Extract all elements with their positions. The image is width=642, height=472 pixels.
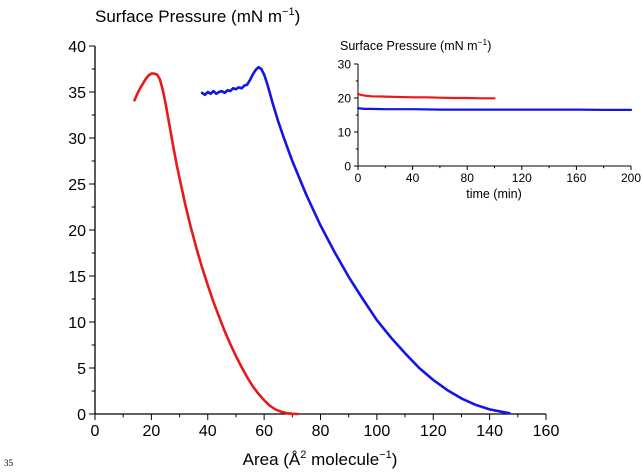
main-x-tick-label: 0 [91,423,100,440]
main-series-group [133,65,511,416]
main-y-tick-label: 5 [77,361,86,378]
inset-x-tick-label: 80 [461,171,475,185]
main-x-tick-label: 40 [199,423,217,440]
inset-x-tick-label: 120 [512,171,532,185]
main-x-tick-label: 20 [142,423,160,440]
main-xlabel-sup-2: −1 [379,449,392,461]
main-xlabel-part-a: Area (Å [243,450,301,469]
main-chart-title: Surface Pressure (mN m−1) [95,6,300,26]
main-title-text: Surface Pressure (mN m [95,7,282,26]
inset-y-ticks: 0 10 20 30 [338,57,358,173]
main-y-tick-label: 25 [68,177,86,194]
inset-x-tick-label: 0 [355,171,362,185]
main-y-tick-label: 20 [68,223,86,240]
main-x-tick-label: 60 [255,423,273,440]
inset-x-ticks: 0 40 80 120 160 200 [355,166,641,185]
main-y-tick-label: 35 [68,85,86,102]
inset-y-tick-label: 0 [344,159,351,173]
inset-title-superscript: −1 [478,37,488,47]
page-number: 35 [4,458,13,468]
inset-x-tick-label: 200 [621,171,641,185]
main-xlabel-part-b: molecule [306,450,379,469]
inset-title-text: Surface Pressure (mN m [340,39,478,53]
inset-chart-title: Surface Pressure (mN m−1) [340,37,491,53]
main-title-close: ) [295,7,301,26]
inset-y-tick-label: 10 [338,125,352,139]
main-xlabel-part-c: ) [392,450,398,469]
main-y-ticks: 0 5 10 15 20 25 30 35 40 [68,39,95,424]
main-x-tick-label: 160 [533,423,560,440]
inset-series-red-line [356,92,496,100]
inset-y-tick-label: 30 [338,57,352,71]
main-x-ticks: 0 20 40 60 80 100 120 140 160 [91,414,560,440]
inset-y-tick-label: 20 [338,91,352,105]
inset-series-group [356,92,633,112]
main-series-red-line [133,72,300,416]
main-x-tick-label: 80 [312,423,330,440]
main-x-tick-label: 120 [420,423,447,440]
main-y-tick-label: 15 [68,269,86,286]
inset-series-blue-line [356,107,633,112]
main-y-tick-label: 10 [68,315,86,332]
main-title-superscript: −1 [282,6,295,18]
main-x-tick-label: 100 [364,423,391,440]
inset-title-close: ) [487,39,491,53]
inset-x-axis-label: time (min) [466,187,522,201]
main-y-tick-label: 40 [68,39,86,56]
main-x-tick-label: 140 [476,423,503,440]
main-xlabel-sup-1: 2 [300,449,306,461]
main-y-tick-label: 30 [68,131,86,148]
inset-x-tick-label: 160 [566,171,586,185]
main-series-blue-line [200,65,511,415]
inset-x-tick-label: 40 [406,171,420,185]
main-y-tick-label: 0 [77,407,86,424]
main-x-axis-label: Area (Å2 molecule−1) [243,449,398,469]
